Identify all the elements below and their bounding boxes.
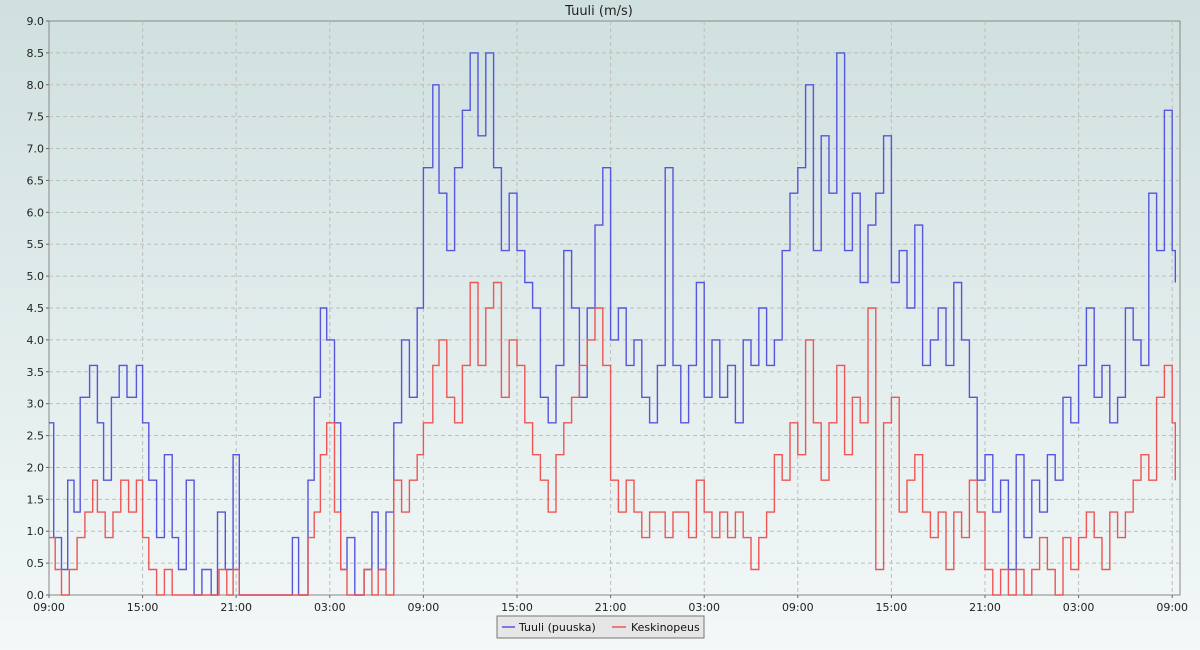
series-group xyxy=(49,52,1176,596)
x-tick-label: 03:00 xyxy=(314,601,346,614)
y-tick-label: 5.0 xyxy=(27,270,45,283)
x-tick-label: 21:00 xyxy=(595,601,627,614)
legend: Tuuli (puuska) Keskinopeus xyxy=(496,615,705,639)
y-tick-label: 7.5 xyxy=(27,111,45,124)
y-tick-label: 2.0 xyxy=(27,461,45,474)
y-tick-label: 0.0 xyxy=(27,589,45,602)
x-tick-label: 15:00 xyxy=(127,601,159,614)
legend-label-gust: Tuuli (puuska) xyxy=(518,621,596,634)
y-tick-label: 1.5 xyxy=(27,493,45,506)
x-tick-label: 15:00 xyxy=(501,601,533,614)
legend-label-average: Keskinopeus xyxy=(631,621,700,634)
y-tick-label: 7.0 xyxy=(27,143,45,156)
y-tick-label: 6.0 xyxy=(27,206,45,219)
y-tick-label: 6.5 xyxy=(27,174,45,187)
x-tick-label: 21:00 xyxy=(220,601,252,614)
y-tick-label: 9.0 xyxy=(27,15,45,28)
y-tick-label: 3.0 xyxy=(27,398,45,411)
series-line-1 xyxy=(49,281,1176,596)
chart-title: Tuuli (m/s) xyxy=(564,4,633,19)
x-tick-label: 21:00 xyxy=(969,601,1001,614)
x-tick-label: 09:00 xyxy=(1156,601,1188,614)
y-tick-label: 8.0 xyxy=(27,79,45,92)
y-axis: 0.0 0.5 1.0 1.5 2.0 2.5 3.0 3.5 4.0 4.5 5.0 5.5 6.0 6… xyxy=(27,15,49,602)
y-tick-label: 4.0 xyxy=(27,334,45,347)
x-axis: 09:00 15:00 21:00 03:00 09:00 15:00 21:00 03:00… xyxy=(33,595,1188,614)
y-tick-label: 2.5 xyxy=(27,430,45,443)
x-tick-label: 09:00 xyxy=(408,601,440,614)
grid-lines xyxy=(49,21,1180,595)
y-tick-label: 0.5 xyxy=(27,557,45,570)
x-tick-label: 15:00 xyxy=(876,601,908,614)
x-tick-label: 03:00 xyxy=(688,601,720,614)
x-tick-label: 03:00 xyxy=(1063,601,1095,614)
legend-box xyxy=(496,615,705,639)
y-tick-label: 4.5 xyxy=(27,302,45,315)
y-tick-label: 8.5 xyxy=(27,47,45,60)
series-line-0 xyxy=(49,52,1176,596)
x-tick-label: 09:00 xyxy=(782,601,814,614)
x-tick-label: 09:00 xyxy=(33,601,65,614)
y-tick-label: 3.5 xyxy=(27,366,45,379)
y-tick-label: 1.0 xyxy=(27,525,45,538)
y-tick-label: 5.5 xyxy=(27,238,45,251)
